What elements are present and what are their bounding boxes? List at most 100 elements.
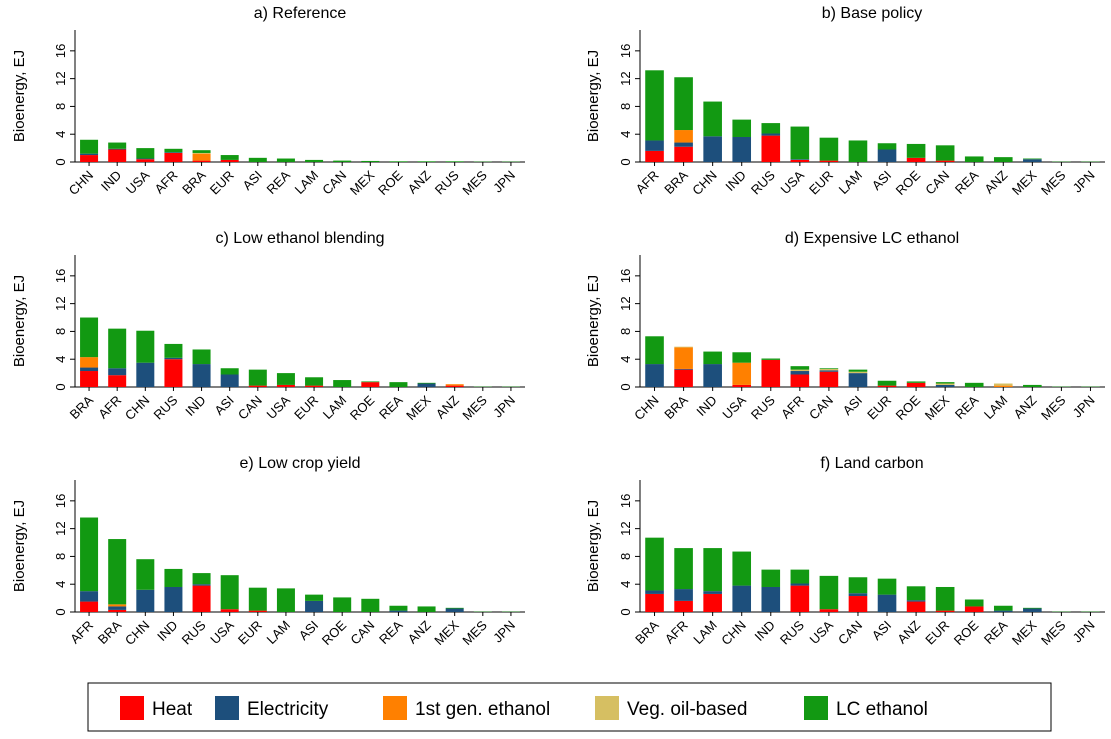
x-tick-label: RUS [179, 617, 209, 647]
y-tick-label: 16 [618, 44, 633, 58]
bar-segment [819, 575, 839, 610]
x-tick-label: IND [98, 168, 124, 194]
bar-segment [248, 610, 267, 612]
x-tick-label: RUS [432, 167, 462, 197]
x-tick-label: CHN [718, 618, 749, 649]
bar-segment [906, 586, 926, 601]
bar-segment [848, 371, 868, 374]
x-tick-label: ASI [840, 393, 865, 418]
legend-label: 1st gen. ethanol [415, 699, 550, 720]
x-tick-label: MEX [922, 392, 953, 423]
y-axis-label: Bioenergy, EJ [11, 500, 28, 592]
bar-segment [790, 374, 810, 387]
bar-segment [305, 159, 324, 162]
bar-segment [136, 589, 155, 612]
legend-swatch [595, 696, 619, 720]
bar-segment [819, 370, 839, 372]
y-tick-label: 12 [618, 521, 633, 535]
bar-segment [417, 606, 436, 612]
bar-segment [935, 382, 955, 384]
bar-segment [819, 137, 839, 161]
bar-segment [445, 384, 464, 386]
y-tick-label: 8 [53, 328, 68, 335]
y-tick-label: 12 [618, 71, 633, 85]
x-tick-label: BRA [179, 167, 209, 197]
bar-segment [276, 588, 295, 612]
bar-segment [164, 343, 183, 358]
bar-segment [964, 599, 984, 607]
bar-segment [333, 160, 352, 162]
x-tick-label: ANZ [405, 617, 434, 646]
bar-segment [220, 609, 239, 612]
legend-box [87, 682, 1052, 732]
bar-segment [790, 569, 810, 584]
bar-segment [674, 130, 693, 143]
x-tick-label: REA [981, 617, 1011, 647]
bar-segment [848, 577, 868, 594]
x-tick-label: EUR [922, 618, 952, 648]
bar-segment [645, 140, 664, 151]
x-tick-label: REA [264, 167, 294, 197]
bar-segment [848, 369, 868, 372]
bar-segment [674, 146, 693, 162]
bar-segment [732, 384, 752, 387]
bar-segment [790, 159, 810, 162]
x-tick-label: CHN [66, 168, 97, 199]
x-tick-label: REA [952, 392, 982, 422]
y-tick-label: 0 [53, 158, 68, 165]
legend-swatch [215, 696, 239, 720]
x-tick-label: AFR [633, 168, 662, 197]
bar-segment [819, 160, 839, 162]
y-tick-label: 16 [618, 494, 633, 508]
x-tick-label: ANZ [894, 617, 923, 646]
bar-segment [80, 155, 99, 162]
bar-segment [192, 160, 211, 162]
x-tick-label: JPN [1070, 618, 1098, 646]
bar-segment [305, 600, 324, 612]
x-tick-label: LAM [292, 168, 322, 198]
x-tick-label: BRA [67, 392, 97, 422]
x-tick-label: JPN [1070, 168, 1098, 196]
bar-segment [645, 364, 664, 387]
x-tick-label: MEX [403, 392, 434, 423]
bar-segment [333, 597, 352, 612]
bar-segment [935, 384, 955, 387]
x-tick-label: LAM [836, 168, 866, 198]
bar-segment [164, 152, 183, 162]
legend-swatch [383, 696, 407, 720]
bar-segment [164, 148, 183, 153]
y-tick-label: 4 [53, 356, 68, 363]
bar-segment [445, 608, 464, 612]
x-tick-label: BRA [632, 617, 662, 647]
x-tick-label: USA [807, 617, 837, 647]
x-tick-label: ASI [296, 618, 321, 643]
bar-segment [703, 364, 722, 387]
bar-segment [192, 573, 211, 585]
bar-segment [732, 136, 752, 162]
bar-segment [935, 610, 955, 612]
bar-segment [993, 610, 1013, 612]
bar-segment [790, 583, 810, 586]
bar-segment [674, 589, 693, 601]
bar-segment [877, 149, 897, 162]
bar-segment [220, 155, 239, 160]
x-tick-label: USA [777, 167, 807, 197]
bar-segment [703, 136, 722, 162]
bar-segment [964, 156, 984, 162]
bar-segment [674, 600, 693, 612]
bar-segment [389, 605, 408, 611]
bar-segment [164, 568, 183, 587]
x-tick-label: MES [1038, 167, 1069, 198]
bar-segment [848, 596, 868, 612]
x-tick-label: EUR [207, 168, 237, 198]
x-tick-label: MEX [1009, 167, 1040, 198]
y-tick-label: 0 [53, 608, 68, 615]
x-tick-label: ROE [893, 167, 924, 198]
x-tick-label: CAN [806, 393, 836, 423]
legend-swatch [120, 696, 144, 720]
x-tick-label: BRA [661, 167, 691, 197]
x-tick-label: IND [693, 393, 719, 419]
bar-segment [645, 150, 664, 162]
bar-segment [703, 101, 722, 137]
y-tick-label: 16 [53, 269, 68, 283]
